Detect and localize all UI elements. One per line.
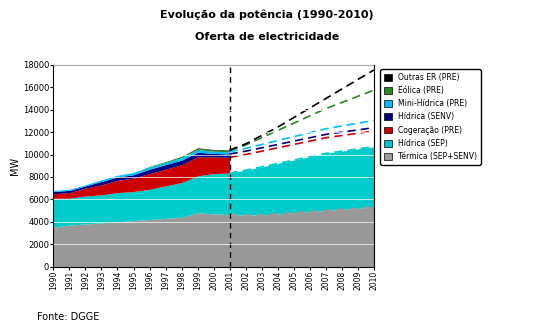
Y-axis label: MW: MW [10,157,20,175]
Text: Fonte: DGGE: Fonte: DGGE [37,312,100,322]
Text: Oferta de electricidade: Oferta de electricidade [195,32,339,43]
Legend: Outras ER (PRE), Eólica (PRE), Mini-Hídrica (PRE), Hídrica (SENV), Cogeração (PR: Outras ER (PRE), Eólica (PRE), Mini-Hídr… [380,69,481,165]
Text: Evolução da potência (1990-2010): Evolução da potência (1990-2010) [160,10,374,20]
